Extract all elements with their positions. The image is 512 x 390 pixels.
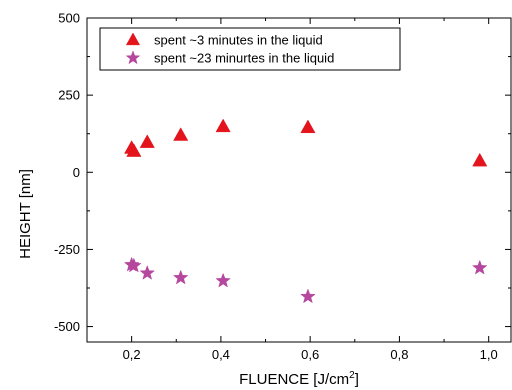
triangle-point (215, 118, 231, 133)
x-tick-label: 0,8 (390, 347, 408, 362)
star-point (215, 272, 231, 288)
y-axis: 500 250 0 -250 -500 (54, 11, 511, 334)
y-tick-label: -250 (54, 242, 80, 257)
x-tick-label: 0,6 (301, 347, 319, 362)
triangle-point (139, 134, 155, 148)
star-point (172, 269, 189, 285)
x-tick-label: 0,2 (123, 347, 141, 362)
x-axis-title: FLUENCE [J/cm2] (239, 370, 359, 388)
legend-box (99, 27, 401, 71)
star-point (126, 257, 142, 273)
star-point (139, 264, 156, 280)
plot-area (86, 17, 512, 343)
y-tick-label: 500 (58, 11, 80, 26)
legend: spent ~3 minutes in the liquid spent ~23 … (99, 27, 401, 71)
triangle-point (126, 143, 142, 157)
x-tick-label: 0,4 (212, 347, 230, 362)
y-axis-title: HEIGHT [nm] (17, 169, 34, 259)
y-tick-label: -500 (54, 319, 80, 334)
legend-label: spent ~23 minurtes in the liquid (154, 51, 334, 66)
triangle-point (472, 152, 488, 167)
legend-star-icon (125, 50, 141, 65)
y-tick-label: 0 (73, 165, 80, 180)
plot-frame (86, 17, 512, 343)
legend-triangle-icon (125, 32, 141, 46)
triangle-point (300, 119, 316, 134)
star-point (471, 259, 488, 275)
x-axis: 0,2 0,4 0,6 0,8 1,0 (86, 18, 498, 362)
legend-label: spent ~3 minutes in the liquid (154, 33, 323, 48)
data-markers (123, 118, 488, 304)
star-point (300, 288, 316, 304)
x-tick-label: 1,0 (480, 347, 498, 362)
y-tick-label: 250 (58, 88, 80, 103)
triangle-point (173, 127, 189, 141)
